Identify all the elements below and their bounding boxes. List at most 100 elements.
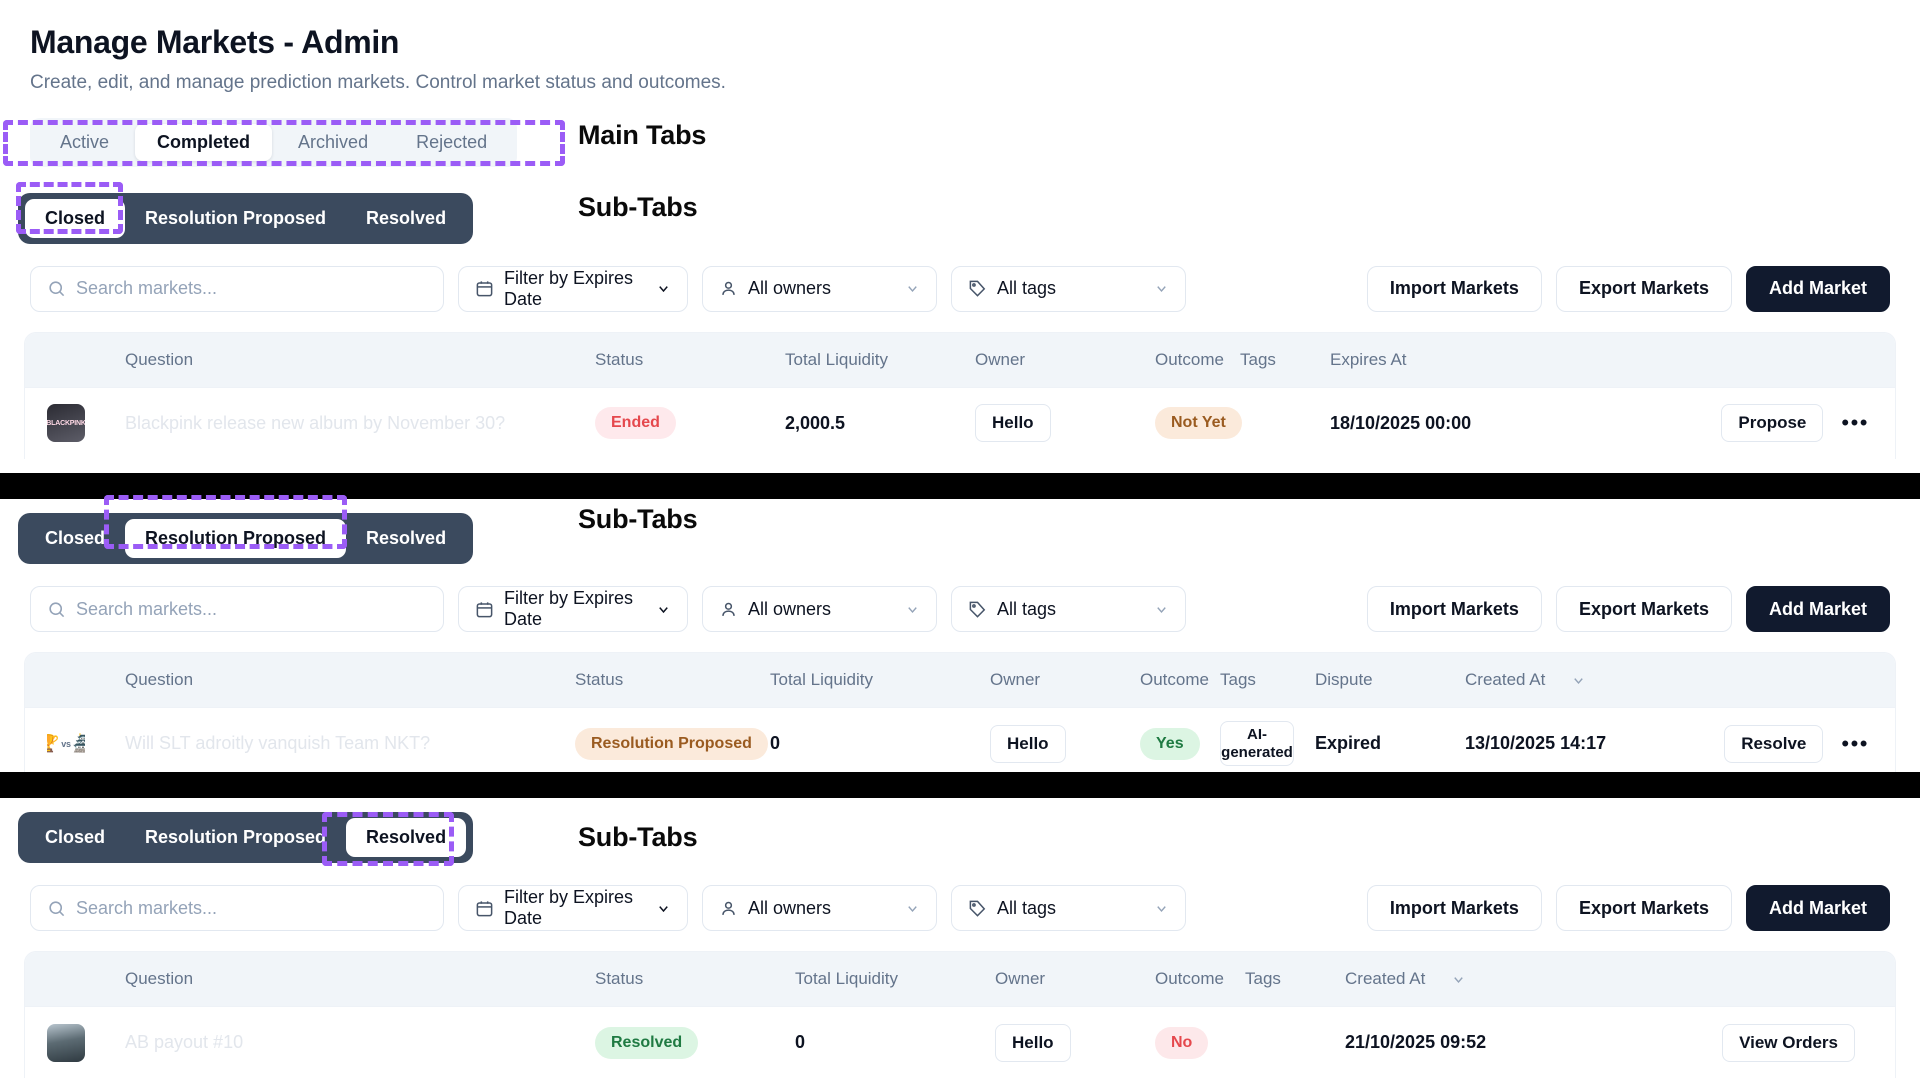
th-outcome[interactable]: Outcome	[1155, 349, 1224, 369]
owner-filter-label: All owners	[748, 897, 832, 918]
date-filter-dropdown[interactable]: Filter by Expires Date	[458, 885, 688, 931]
export-markets-button[interactable]: Export Markets	[1555, 885, 1732, 931]
date-filter-dropdown[interactable]: Filter by Expires Date	[458, 586, 688, 632]
sub-tab-resolved[interactable]: Resolved	[366, 207, 447, 228]
main-tab-completed[interactable]: Completed	[135, 123, 273, 161]
th-total-liquidity[interactable]: Total Liquidity	[785, 349, 889, 369]
tag-chip[interactable]: AI-generated	[1220, 721, 1294, 766]
table-row[interactable]: BLACKPINK Blackpink release new album by…	[25, 386, 1895, 459]
table-row[interactable]: AB payout #10 Resolved 0 Hello No 21/10/…	[25, 1006, 1895, 1078]
sub-tab-resolved[interactable]: Resolved	[346, 818, 467, 857]
owner-filter-dropdown[interactable]: All owners	[702, 885, 937, 931]
th-tags[interactable]: Tags	[1240, 349, 1276, 369]
sub-tab-closed[interactable]: Closed	[45, 528, 106, 548]
sub-tab-resolved[interactable]: Resolved	[366, 528, 447, 548]
markets-table-closed: Question Status Total Liquidity Owner Ou…	[24, 331, 1896, 459]
owner-filter-label: All owners	[748, 278, 832, 299]
cell-created-at: 21/10/2025 09:52	[1345, 1032, 1487, 1052]
propose-button[interactable]: Propose	[1721, 404, 1824, 443]
th-expires-at[interactable]: Expires At	[1330, 349, 1407, 369]
owner-chip[interactable]: Hello	[995, 1023, 1071, 1062]
row-more-menu-icon[interactable]: •••	[1841, 730, 1869, 756]
sub-tab-closed[interactable]: Closed	[45, 827, 106, 847]
section-divider-2	[0, 772, 1920, 798]
sort-chevron-down-icon[interactable]	[1571, 673, 1586, 688]
cell-outcome: Not Yet	[1147, 407, 1242, 440]
cell-owner: Hello	[982, 724, 1132, 763]
search-input[interactable]: Search markets...	[30, 586, 444, 632]
th-status[interactable]: Status	[575, 670, 624, 689]
th-question[interactable]: Question	[125, 670, 194, 689]
owner-chip[interactable]: Hello	[990, 724, 1066, 763]
th-question[interactable]: Question	[125, 349, 194, 369]
cell-total-liquidity: 2,000.5	[785, 412, 846, 433]
th-tags[interactable]: Tags	[1245, 969, 1281, 988]
th-owner[interactable]: Owner	[975, 349, 1026, 369]
th-outcome[interactable]: Outcome	[1155, 969, 1224, 988]
main-tabs-wrap: Active Completed Archived Rejected	[30, 117, 518, 167]
export-markets-button[interactable]: Export Markets	[1555, 265, 1732, 312]
cell-outcome: No	[1147, 1026, 1237, 1059]
th-owner[interactable]: Owner	[990, 670, 1041, 689]
th-total-liquidity[interactable]: Total Liquidity	[795, 969, 899, 988]
main-tab-rejected[interactable]: Rejected	[416, 131, 488, 152]
sub-tab-resolution-proposed[interactable]: Resolution Proposed	[125, 519, 347, 558]
sort-chevron-down-icon[interactable]	[1451, 972, 1466, 987]
search-icon	[47, 899, 66, 918]
th-outcome[interactable]: Outcome	[1140, 670, 1209, 689]
tag-icon	[968, 279, 987, 298]
import-markets-button[interactable]: Import Markets	[1366, 885, 1542, 931]
th-tags[interactable]: Tags	[1220, 670, 1256, 689]
th-total-liquidity[interactable]: Total Liquidity	[770, 670, 874, 689]
main-tab-archived[interactable]: Archived	[298, 131, 369, 152]
person-icon	[719, 600, 738, 619]
cell-owner: Hello	[987, 1023, 1147, 1062]
search-input[interactable]: Search markets...	[30, 265, 444, 312]
versus-text: vs	[61, 738, 71, 749]
search-placeholder: Search markets...	[76, 897, 218, 918]
add-market-button[interactable]: Add Market	[1745, 885, 1890, 931]
sub-tabs-row-1: Closed Resolution Proposed Resolved	[0, 192, 1920, 244]
th-status[interactable]: Status	[595, 969, 644, 988]
owner-filter-dropdown[interactable]: All owners	[702, 586, 937, 632]
search-input[interactable]: Search markets...	[30, 885, 444, 931]
sub-tab-resolution-proposed[interactable]: Resolution Proposed	[145, 827, 327, 847]
status-badge: Resolved	[595, 1026, 699, 1059]
person-icon	[719, 899, 738, 918]
sub-tab-resolution-proposed[interactable]: Resolution Proposed	[145, 207, 327, 228]
table-header-row: Question Status Total Liquidity Owner Ou…	[25, 653, 1895, 707]
team-b-emoji: 🏯	[73, 734, 85, 754]
th-question[interactable]: Question	[125, 969, 194, 988]
add-market-button[interactable]: Add Market	[1745, 265, 1890, 312]
view-orders-button[interactable]: View Orders	[1722, 1023, 1855, 1062]
export-markets-button[interactable]: Export Markets	[1555, 586, 1732, 632]
th-created-at[interactable]: Created At	[1457, 670, 1687, 690]
tags-filter-dropdown[interactable]: All tags	[951, 586, 1186, 632]
date-filter-dropdown[interactable]: Filter by Expires Date	[458, 265, 688, 312]
annotation-label-sub-tabs-2: Sub-Tabs	[578, 504, 698, 534]
tags-filter-dropdown[interactable]: All tags	[951, 885, 1186, 931]
th-created-at[interactable]: Created At	[1337, 969, 1587, 989]
row-more-menu-icon[interactable]: •••	[1841, 410, 1869, 436]
sub-tab-closed[interactable]: Closed	[25, 198, 126, 238]
main-tabs: Active Completed Archived Rejected	[30, 117, 518, 167]
add-market-button[interactable]: Add Market	[1745, 586, 1890, 632]
question-text: AB payout #10	[125, 1032, 244, 1052]
toolbar-section-1: Search markets... Filter by Expires Date…	[0, 265, 1920, 312]
th-dispute[interactable]: Dispute	[1315, 670, 1373, 689]
table-row[interactable]: 🏆 vs 🏯 Will SLT adroitly vanquish Team N…	[25, 707, 1895, 779]
owner-filter-dropdown[interactable]: All owners	[702, 265, 937, 312]
page-header: Manage Markets - Admin Create, edit, and…	[0, 0, 1920, 96]
import-markets-button[interactable]: Import Markets	[1366, 586, 1542, 632]
th-status[interactable]: Status	[595, 349, 644, 369]
owner-chip[interactable]: Hello	[975, 404, 1051, 443]
date-filter-label: Filter by Expires Date	[504, 887, 634, 928]
date-filter-label: Filter by Expires Date	[504, 267, 634, 309]
th-owner[interactable]: Owner	[995, 969, 1046, 988]
import-markets-button[interactable]: Import Markets	[1366, 265, 1542, 312]
cell-question: Will SLT adroitly vanquish Team NKT?	[117, 733, 567, 754]
main-tab-active[interactable]: Active	[60, 131, 110, 152]
markets-table-resolution-proposed: Question Status Total Liquidity Owner Ou…	[24, 652, 1896, 779]
resolve-button[interactable]: Resolve	[1724, 724, 1824, 763]
tags-filter-dropdown[interactable]: All tags	[951, 265, 1186, 312]
